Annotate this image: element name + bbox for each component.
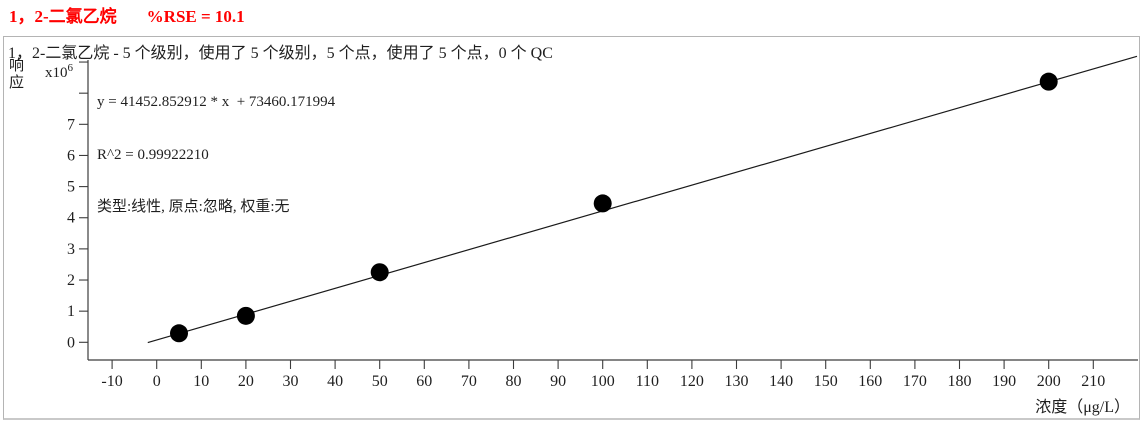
x-axis-tick-label: 90 <box>550 373 566 390</box>
fit-equation-block: y = 41452.852912 * x + 73460.171994 R^2 … <box>97 59 335 252</box>
x-axis-tick-label: 10 <box>193 373 209 390</box>
x-axis-tick-label: 160 <box>858 373 882 390</box>
x-axis-tick-label: 0 <box>153 373 161 390</box>
y-axis-tick-label: 5 <box>67 179 75 196</box>
x-axis-tick-label: 170 <box>903 373 927 390</box>
y-axis-tick-label: 0 <box>67 334 75 351</box>
x-axis-tick-label: 130 <box>725 373 749 390</box>
x-axis-tick-label: -10 <box>101 373 122 390</box>
y-axis-tick-label: 3 <box>67 241 75 258</box>
x-axis-tick-label: 150 <box>814 373 838 390</box>
x-axis-tick-label: 20 <box>238 373 254 390</box>
x-axis-tick-label: 180 <box>948 373 972 390</box>
data-point[interactable] <box>1039 72 1058 91</box>
fit-equation: y = 41452.852912 * x + 73460.171994 <box>97 94 336 110</box>
fit-line <box>147 55 1138 344</box>
x-axis-tick-label: 40 <box>327 373 343 390</box>
data-point[interactable] <box>370 263 389 282</box>
x-axis-title: 浓度（μg/L） <box>1035 399 1130 416</box>
x-axis-tick-label: 100 <box>591 373 615 390</box>
x-axis-tick-label: 50 <box>372 373 388 390</box>
x-axis-tick-label: 110 <box>636 373 659 390</box>
x-axis-tick-label: 80 <box>506 373 522 390</box>
y-axis-tick-label: 4 <box>67 210 75 227</box>
x-axis-tick-label: 190 <box>992 373 1016 390</box>
compound-header: 1，2-二氯乙烷 %RSE = 10.1 <box>9 2 245 27</box>
data-point[interactable] <box>170 324 188 343</box>
x-axis-tick-label: 60 <box>416 373 432 390</box>
x-axis-tick-label: 140 <box>769 373 793 390</box>
chart-panel: 1，2-二氯乙烷 - 5 个级别，使用了 5 个级别，5 个点，使用了 5 个点… <box>3 36 1140 420</box>
y-axis-tick-label: 7 <box>67 116 75 133</box>
y-axis-title: 响应 <box>7 57 23 91</box>
chart-subtitle: 1，2-二氯乙烷 - 5 个级别，使用了 5 个级别，5 个点，使用了 5 个点… <box>8 45 553 62</box>
x-axis-tick-label: 120 <box>680 373 704 390</box>
y-scale-exponent: 6 <box>67 62 74 74</box>
x-axis-tick-label: 210 <box>1081 373 1105 390</box>
y-axis-scale: x106 <box>45 62 73 82</box>
fit-r-squared: R^2 = 0.99922210 <box>97 146 209 163</box>
x-axis-tick-label: 200 <box>1037 373 1061 390</box>
y-axis-tick-label: 2 <box>67 272 75 289</box>
y-axis-tick-label: 6 <box>67 147 75 164</box>
y-axis-tick-label: 1 <box>67 303 75 320</box>
rse-value: %RSE = 10.1 <box>146 7 245 26</box>
data-point[interactable] <box>593 194 612 213</box>
x-axis-tick-label: 30 <box>283 373 299 390</box>
compound-name: 1，2-二氯乙烷 <box>9 7 117 26</box>
y-scale-base: x10 <box>45 65 68 81</box>
fit-settings: 类型:线性, 原点:忽略, 权重:无 <box>97 199 290 215</box>
x-axis-tick-label: 70 <box>461 373 477 390</box>
data-point[interactable] <box>236 306 255 325</box>
